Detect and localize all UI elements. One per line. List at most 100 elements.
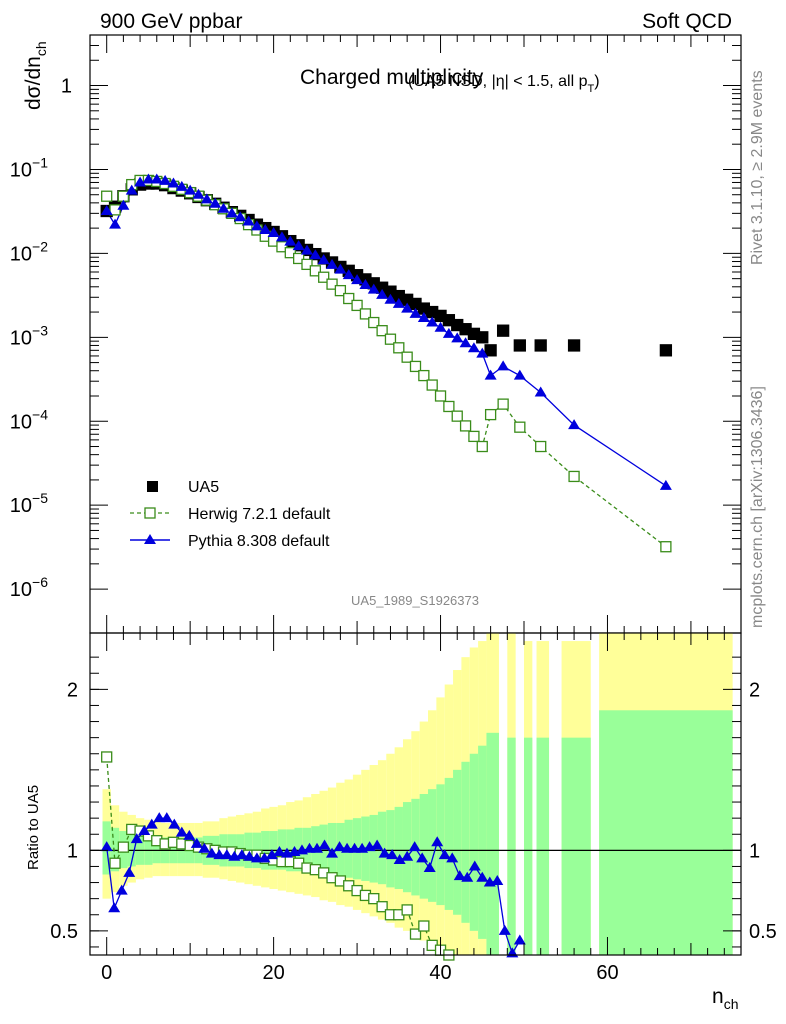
pythia-ratio-point [108, 902, 121, 913]
pythia-ratio-point [311, 842, 324, 853]
pythia-ratio-point [168, 818, 181, 829]
herwig-point [484, 408, 497, 421]
herwig-ratio-point [117, 841, 130, 853]
y-tick-mantissa: 10 [10, 327, 32, 349]
pythia-ratio-point [318, 839, 331, 850]
pythia-point [167, 177, 180, 188]
pythia-ratio-point [468, 860, 481, 871]
pythia-point [367, 283, 380, 294]
ratio-plot-data [90, 633, 741, 961]
herwig-point [109, 204, 121, 216]
legend-pythia-marker [144, 534, 156, 544]
pythia-ratio-point [115, 884, 128, 895]
uncertainty-band-inner [152, 835, 161, 864]
pythia-ratio-point [438, 849, 451, 860]
x-label-subscript: ch [724, 996, 739, 1012]
herwig-point [426, 379, 438, 391]
y-tick-label: 10−5 [10, 490, 48, 517]
uncertainty-band-inner [402, 802, 412, 893]
y-tick-exponent: −2 [32, 238, 48, 254]
y-tick-label: 1 [61, 76, 72, 98]
pythia-ratio-point [333, 841, 346, 852]
pythia-point [484, 369, 497, 380]
pythia-point [434, 321, 447, 332]
herwig-point [334, 284, 347, 297]
subtitle-end: ) [594, 73, 599, 90]
x-label-main: n [712, 985, 724, 1008]
pythia-point [334, 263, 347, 274]
pythia-ratio-point [453, 870, 466, 881]
pythia-point [417, 311, 430, 322]
pythia-point [659, 479, 672, 490]
y-tick-mantissa: 10 [10, 579, 32, 601]
ratio-y-tick-label-right: 2 [749, 679, 760, 701]
herwig-point [301, 258, 313, 271]
pythia-ratio-point [265, 849, 278, 860]
pythia-ratio-point [341, 842, 354, 853]
pythia-point [284, 235, 297, 246]
pythia-point [534, 386, 547, 397]
ratio-y-tick-label: 1 [67, 840, 78, 862]
pythia-point [376, 288, 389, 299]
ratio-y-tick-label: 2 [67, 679, 78, 701]
main-axis-ticks: 110−110−210−310−410−510−6 [10, 35, 741, 633]
uncertainty-band-inner [486, 732, 499, 955]
ua5-point [659, 344, 673, 357]
herwig-ratio-point [368, 893, 380, 905]
y-tick-label: 10−3 [10, 322, 48, 349]
pythia-ratio-point [416, 852, 429, 863]
pythia-ratio-point [513, 934, 526, 945]
uncertainty-band-inner [524, 737, 533, 955]
subtitle-main: (UA5 NSD, |η| < 1.5, all p [408, 73, 588, 90]
main-plot-data [100, 173, 673, 553]
herwig-point [476, 440, 488, 453]
pythia-point [259, 223, 272, 234]
pythia-ratio-point [431, 836, 444, 847]
y-tick-label: 10−2 [10, 238, 48, 265]
pythia-point [100, 204, 113, 215]
pythia-ratio-point [198, 842, 211, 853]
herwig-point [318, 271, 330, 283]
uncertainty-band-inner [478, 745, 487, 939]
herwig-ratio-point [101, 751, 113, 763]
x-tick-label: 20 [262, 962, 284, 984]
herwig-point [276, 241, 288, 253]
pythia-point [326, 258, 339, 269]
ua5-point [534, 339, 547, 352]
legend-ua5-marker [147, 481, 158, 492]
pythia-point [497, 360, 510, 371]
pythia-ratio-point [491, 874, 504, 885]
pythia-point [134, 176, 147, 187]
herwig-point [497, 398, 509, 410]
herwig-point [309, 265, 321, 277]
pythia-point [309, 249, 322, 260]
uncertainty-band-inner [599, 710, 733, 955]
y-tick-label: 10−6 [10, 574, 48, 601]
header-energy: 900 GeV ppbar [100, 10, 242, 33]
pythia-ratio-point [401, 850, 414, 861]
pythia-point [409, 307, 422, 318]
pythia-ratio-point [393, 854, 406, 865]
y-tick-mantissa: 10 [10, 159, 32, 181]
uncertainty-band-inner [319, 824, 328, 875]
herwig-point [101, 190, 113, 202]
pythia-point [217, 202, 230, 213]
ua5-point [567, 339, 581, 352]
main-panel: 110−110−210−310−410−510−6 Charged multip… [10, 34, 742, 634]
uncertainty-band-inner [469, 753, 479, 931]
herwig-point [568, 470, 580, 483]
pythia-ratio-point [371, 839, 384, 850]
subtitle-subscript: T [588, 83, 595, 95]
uncertainty-band-inner [561, 737, 591, 955]
analysis-id-label: UA5_1989_S1926373 [351, 593, 479, 608]
pythia-point [359, 279, 372, 290]
pythia-ratio-point [273, 845, 286, 856]
pythia-ratio-point [461, 871, 474, 882]
pythia-point [267, 226, 280, 237]
pythia-ratio-point [250, 852, 263, 863]
pythia-point [242, 215, 255, 226]
legend-pythia-label: Pythia 8.308 default [188, 533, 330, 550]
pythia-ratio-point [130, 833, 143, 844]
herwig-point [443, 400, 455, 413]
herwig-ratio-point [401, 904, 413, 916]
